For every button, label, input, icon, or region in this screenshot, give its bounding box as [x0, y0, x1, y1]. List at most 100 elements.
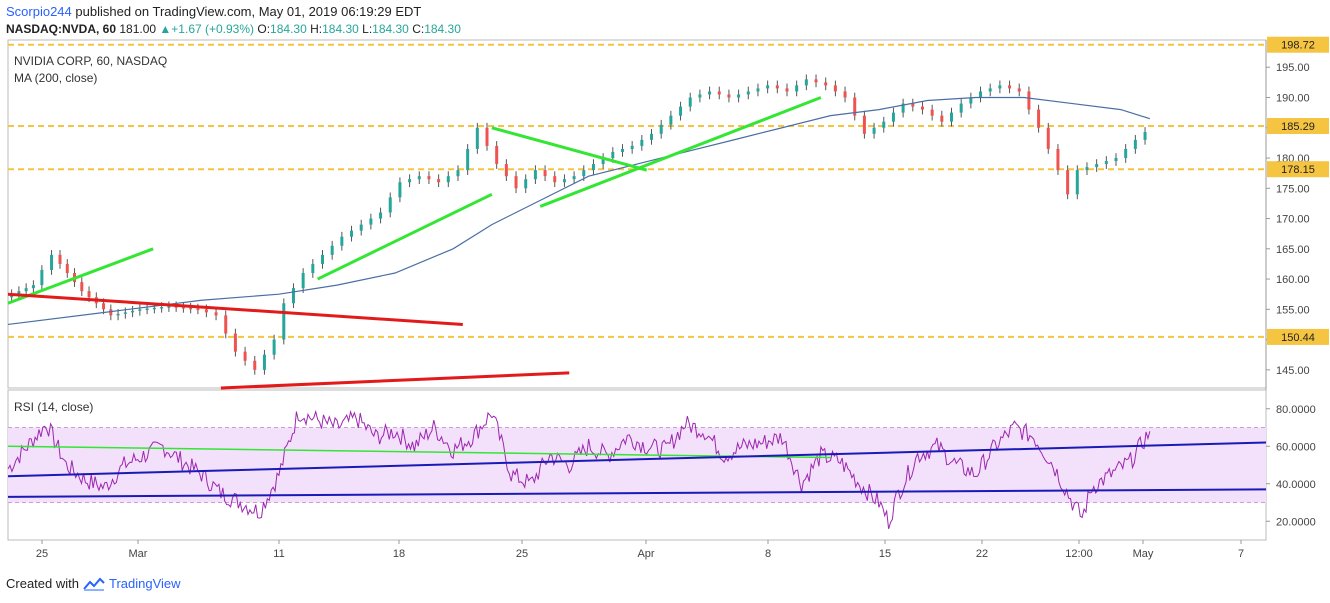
price-level-badge: [1267, 36, 1329, 53]
candle-body: [679, 106, 683, 116]
candle-body: [833, 85, 837, 92]
low-label: L:: [362, 22, 373, 36]
candle-body: [553, 176, 557, 183]
time-tick-label: Mar: [129, 548, 148, 560]
change-arrow: ▲: [159, 22, 172, 36]
candle-body: [1037, 109, 1041, 128]
candle-body: [1066, 170, 1070, 195]
price-tick-label: 175.00: [1276, 183, 1310, 195]
footer: Created with TradingView: [6, 576, 181, 591]
candle-body: [959, 103, 963, 113]
candle-body: [17, 291, 21, 295]
candle-body: [562, 179, 566, 183]
candle-body: [775, 85, 779, 89]
candle-body: [233, 333, 237, 352]
candle-body: [601, 158, 605, 165]
candle-body: [243, 351, 247, 361]
candle-body: [1095, 164, 1099, 168]
rsi-tick-label: 20.0000: [1276, 516, 1316, 528]
candle-body: [1104, 161, 1108, 165]
candle-body: [814, 79, 818, 83]
main-pane-frame: [7, 39, 1267, 389]
candle-body: [708, 91, 712, 95]
candle-body: [611, 151, 615, 159]
last-price: 181.00: [119, 22, 157, 36]
time-tick-label: 18: [393, 548, 405, 560]
candle-body: [181, 307, 185, 309]
tradingview-logo-icon: [83, 577, 105, 591]
candle-body: [427, 176, 431, 180]
candle-body: [1027, 91, 1031, 110]
candle-body: [795, 85, 799, 92]
price-level-badge: [1267, 118, 1329, 135]
candle-body: [717, 91, 721, 95]
candle-body: [291, 288, 295, 304]
close-value: 184.30: [424, 22, 461, 36]
candle-body: [572, 176, 576, 180]
candle-body: [475, 127, 479, 149]
candle-body: [189, 307, 193, 310]
candle-body: [727, 94, 731, 98]
candle-body: [1046, 127, 1050, 149]
open-label: O:: [257, 22, 271, 36]
time-tick-label: 25: [36, 548, 48, 560]
open-value: 184.30: [270, 22, 307, 36]
candle-body: [485, 127, 489, 146]
candle-body: [131, 310, 135, 313]
candle-body: [756, 88, 760, 92]
time-tick-label: May: [1133, 548, 1154, 560]
candle-body: [1143, 131, 1147, 140]
candle-body: [123, 312, 127, 314]
candle-body: [659, 124, 663, 134]
green-trendline: [317, 192, 493, 281]
time-tick-label: 7: [1238, 548, 1244, 560]
candle-body: [969, 97, 973, 104]
candle-body: [882, 121, 886, 128]
candle-body: [591, 164, 595, 171]
candle-body: [630, 145, 634, 149]
high-value: 184.30: [322, 22, 359, 36]
symbol-label: NASDAQ:NVDA, 60: [6, 22, 117, 36]
candle-body: [301, 273, 305, 289]
tradingview-link[interactable]: TradingView: [108, 576, 181, 591]
rsi-blue-trendline: [7, 441, 1267, 478]
candle-body: [1056, 148, 1060, 171]
created-with-text: Created with: [6, 576, 79, 591]
candle-body: [843, 91, 847, 98]
price-tick-label: 195.00: [1276, 62, 1310, 74]
candle-body: [998, 85, 1002, 89]
candle-body: [1017, 88, 1021, 92]
red-trendline: [220, 371, 570, 390]
author-link[interactable]: Scorpio244: [6, 4, 72, 19]
candle-body: [340, 236, 344, 246]
red-trendline: [7, 292, 463, 326]
candle-body: [688, 97, 692, 107]
high-label: H:: [310, 22, 323, 36]
candle-body: [196, 308, 200, 311]
candle-body: [214, 312, 218, 316]
candle-body: [620, 148, 624, 152]
candle-body: [138, 309, 142, 311]
candle-body: [311, 263, 315, 274]
candle-body: [58, 254, 62, 264]
candle-body: [102, 303, 106, 310]
candle-body: [862, 115, 866, 134]
price-level-label: 150.44: [1281, 332, 1315, 344]
rsi-tick-label: 80.0000: [1276, 404, 1316, 416]
green-trendline: [491, 126, 648, 172]
time-tick-label: 15: [879, 548, 891, 560]
price-level-label: 198.72: [1281, 40, 1315, 52]
candle-body: [437, 179, 441, 183]
low-value: 184.30: [372, 22, 409, 36]
candle-body: [785, 88, 789, 92]
candle-body: [379, 212, 383, 219]
time-tick-label: 22: [976, 548, 988, 560]
ma-200-line: [7, 96, 1151, 326]
time-tick-label: Apr: [637, 548, 654, 560]
candle-body: [746, 91, 750, 95]
candle-body: [1114, 158, 1118, 162]
candle-body: [321, 254, 324, 264]
candle-body: [253, 360, 257, 370]
candle-body: [543, 170, 547, 177]
